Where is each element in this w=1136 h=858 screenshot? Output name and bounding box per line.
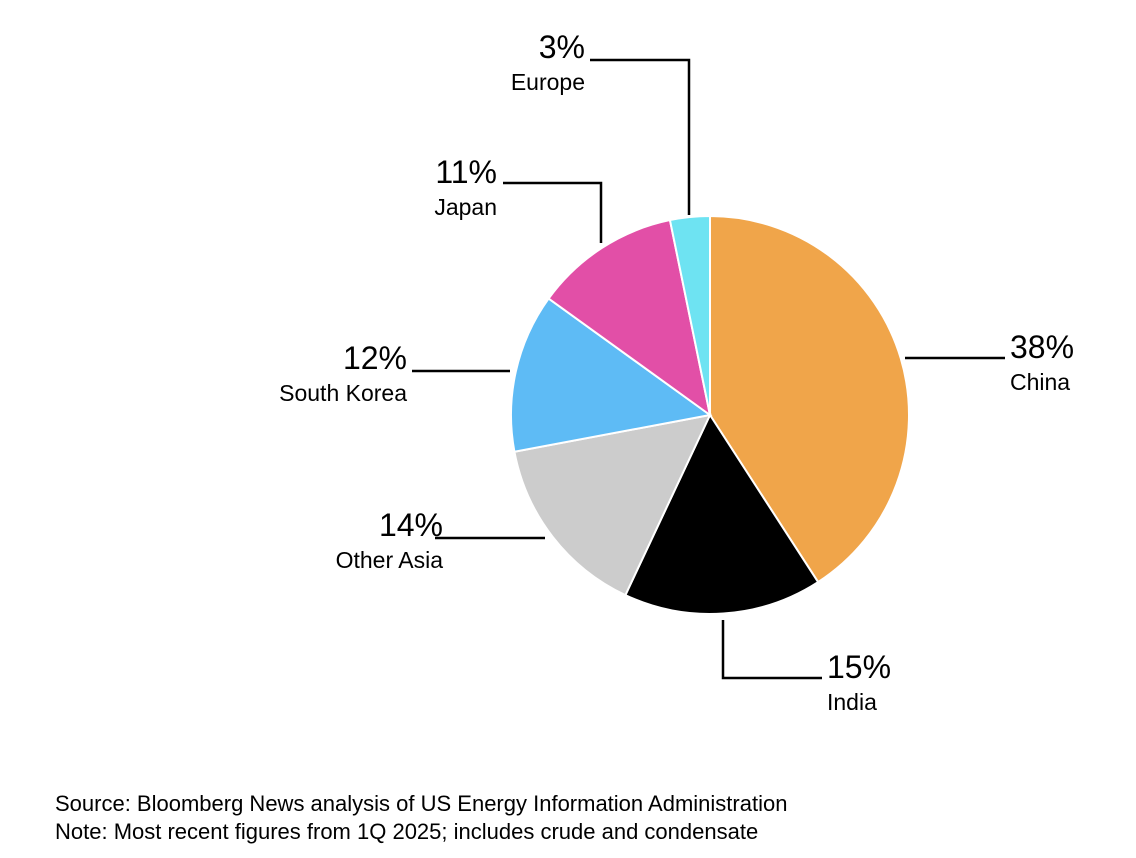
value-label: 14%: [379, 507, 443, 543]
value-label: 38%: [1010, 329, 1074, 365]
leader-line: [503, 181, 603, 243]
category-label: Europe: [511, 69, 585, 95]
source: Source: Bloomberg News analysis of US En…: [55, 791, 787, 816]
category-label: Other Asia: [336, 547, 444, 573]
pie-slice: [624, 412, 820, 615]
value-label: 3%: [539, 29, 585, 65]
value-label: 11%: [435, 154, 497, 190]
leader-line: [721, 620, 822, 680]
leader-line: [590, 58, 691, 215]
note: Note: Most recent figures from 1Q 2025; …: [55, 819, 758, 844]
category-label: China: [1010, 369, 1070, 395]
pie-slice: [668, 214, 711, 416]
category-label: South Korea: [279, 380, 407, 406]
category-label: India: [827, 689, 877, 715]
pie-slice: [510, 297, 713, 453]
pie-slice: [547, 218, 712, 418]
value-label: 15%: [827, 649, 891, 685]
category-label: Japan: [434, 194, 497, 220]
value-label: 12%: [343, 340, 407, 376]
pie-slice: [513, 413, 712, 597]
